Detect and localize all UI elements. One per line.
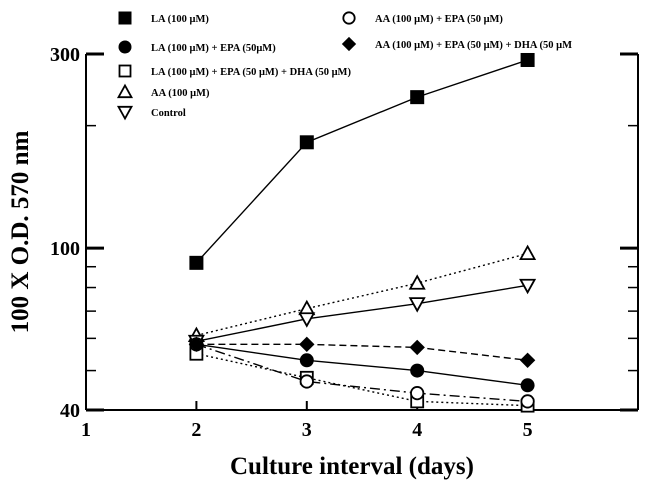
x-tick-label: 4 [412,419,422,441]
legend-marker-6 [341,36,357,52]
legend-marker-5 [342,11,356,25]
chart-legend: LA (100 μM) LA (100 μM) + EPA (50μM) LA (1… [116,11,572,121]
x-tick-label: 1 [81,419,91,441]
data-point-0-0 [189,255,204,270]
x-axis-title: Culture interval (days) [230,453,474,480]
data-point-5-2 [410,386,425,401]
legend-label-2: LA (100 μM) + EPA (50 μM) + DHA (50 μM) [151,67,351,78]
series-markers [187,52,537,413]
legend-marker-1 [118,40,132,54]
data-point-6-1 [299,336,315,353]
data-point-3-1 [298,299,316,316]
data-point-0-3 [520,52,535,67]
legend-label-6: AA (100 μM) + EPA (50 μM) + DHA (50 μM [375,40,572,51]
data-point-3-3 [519,244,537,260]
series-line-4 [196,284,528,343]
legend-marker-4 [116,105,134,121]
legend-marker-0 [118,11,132,25]
series-line-5 [196,343,528,403]
series-line-6 [196,343,528,361]
series-line-3 [196,252,528,337]
legend-label-1: LA (100 μM) + EPA (50μM) [151,43,276,54]
data-point-5-3 [520,394,535,409]
data-point-4-3 [519,278,537,295]
series-line-1 [196,343,528,387]
y-tick-label: 100 [50,238,80,260]
legend-label-4: Control [151,108,186,119]
legend-marker-3 [116,83,134,99]
legend-label-5: AA (100 μM) + EPA (50 μM) [375,14,503,25]
x-tick-label: 2 [191,419,201,441]
legend-label-0: LA (100 μM) [151,14,209,25]
data-point-4-2 [408,297,426,313]
data-point-1-1 [299,353,314,368]
data-point-5-1 [299,374,314,389]
y-tick-label: 40 [60,400,80,422]
legend-label-3: AA (100 μM) [151,88,210,99]
data-point-3-2 [408,274,426,290]
series-lines [195,59,528,407]
y-axis-title: 100 X O.D. 570 nm [7,130,34,333]
x-tick-label: 3 [302,419,312,441]
series-line-2 [196,353,528,407]
data-point-1-3 [520,378,535,393]
x-tick-label: 5 [523,419,533,441]
data-point-6-2 [409,339,425,356]
data-point-0-1 [299,135,314,150]
series-line-0 [195,59,528,264]
data-point-1-2 [410,363,425,378]
data-point-0-2 [410,90,425,105]
y-tick-label: 300 [50,44,80,66]
chart-axes: 1 2 3 4 5 40 100 300 [50,44,639,441]
legend-marker-2 [118,64,132,78]
data-point-6-0 [188,336,205,353]
data-point-4-1 [298,312,316,328]
data-point-6-3 [519,352,536,368]
